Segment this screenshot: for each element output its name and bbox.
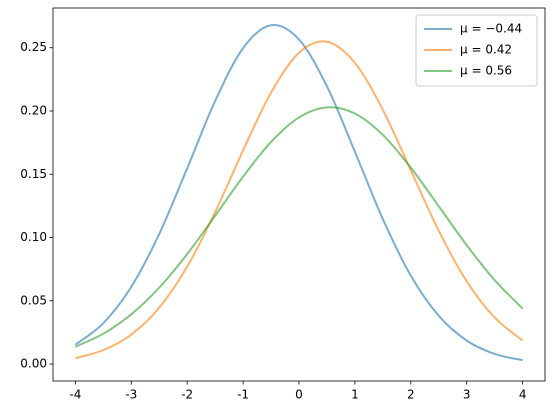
line bbox=[74, 106, 524, 348]
y-tick-label: 0.15 bbox=[20, 167, 47, 181]
x-tick-label: 1 bbox=[351, 388, 359, 402]
line bbox=[75, 40, 524, 360]
axes-frame bbox=[52, 7, 546, 382]
legend: μ = −0.44 μ = 0.42 μ = 0.56 bbox=[415, 14, 538, 87]
x-tick-label: -3 bbox=[125, 388, 137, 402]
x-tick-label: 3 bbox=[463, 388, 471, 402]
x-tick-label: -4 bbox=[69, 388, 81, 402]
legend-label: μ = 0.42 bbox=[460, 43, 512, 57]
x-tick-label: 0 bbox=[295, 388, 303, 402]
y-tick-label: 0.05 bbox=[20, 293, 47, 307]
x-tick-label: -2 bbox=[181, 388, 193, 402]
legend-box bbox=[415, 14, 538, 87]
y-tick-label: 0.00 bbox=[20, 357, 47, 371]
y-tick-label: 0.10 bbox=[20, 230, 47, 244]
y-tick-label: 0.20 bbox=[20, 103, 47, 117]
y-tick-label: 0.25 bbox=[20, 40, 47, 54]
x-tick-label: 2 bbox=[407, 388, 415, 402]
x-tick-label: -1 bbox=[237, 388, 249, 402]
legend-label: μ = −0.44 bbox=[460, 22, 522, 36]
legend-label: μ = 0.56 bbox=[460, 64, 512, 78]
x-tick-label: 4 bbox=[519, 388, 527, 402]
line bbox=[74, 23, 523, 362]
